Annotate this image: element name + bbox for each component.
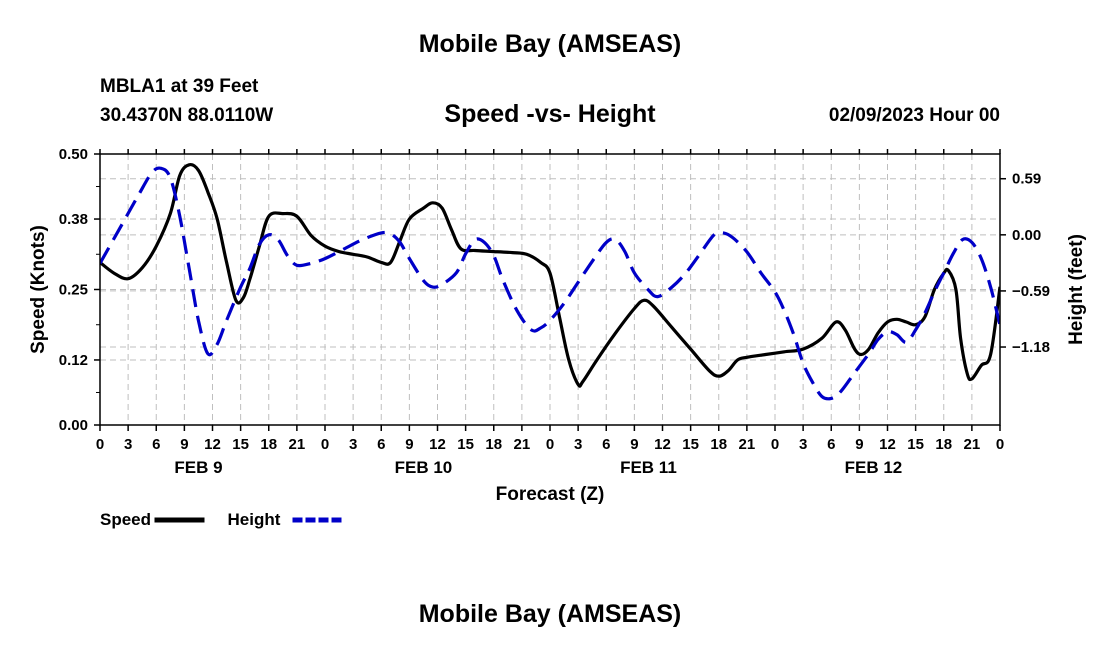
y-tick-label-left: 0.00	[59, 417, 88, 434]
x-tick-label: 6	[602, 436, 610, 453]
y-tick-label-right: −1.18	[1012, 339, 1050, 356]
day-label: FEB 11	[620, 458, 677, 477]
chart-title: Mobile Bay (AMSEAS)	[418, 30, 682, 58]
x-tick-label: 6	[377, 436, 385, 453]
x-tick-label: 15	[907, 436, 924, 453]
x-tick-label: 21	[514, 436, 531, 453]
x-tick-label: 18	[710, 436, 727, 453]
forecast-date: 02/09/2023 Hour 00	[828, 105, 1000, 126]
legend-label-speed: Speed	[100, 510, 151, 529]
legend: Speed Height	[100, 510, 343, 529]
plot-frame	[99, 153, 1001, 426]
x-tick-label: 0	[96, 436, 104, 453]
chart-subtitle: Speed -vs- Height	[444, 100, 656, 128]
y-tick-label-left: 0.38	[59, 211, 88, 228]
day-label: FEB 9	[174, 458, 222, 477]
y-tick-label-right: −0.59	[1012, 283, 1050, 300]
x-tick-label: 0	[771, 436, 779, 453]
x-tick-label: 3	[799, 436, 807, 453]
x-tick-label: 6	[827, 436, 835, 453]
x-tick-label: 12	[879, 436, 896, 453]
x-tick-label: 0	[321, 436, 329, 453]
x-tick-label: 9	[405, 436, 413, 453]
x-tick-label: 18	[260, 436, 277, 453]
y-tick-label-right: 0.59	[1012, 171, 1041, 188]
x-tick-label: 6	[152, 436, 160, 453]
x-tick-label: 3	[124, 436, 132, 453]
x-tick-label: 3	[349, 436, 357, 453]
x-tick-label: 21	[739, 436, 756, 453]
x-tick-label: 18	[485, 436, 502, 453]
x-tick-label: 12	[654, 436, 671, 453]
x-tick-label: 21	[289, 436, 306, 453]
footer-title: Mobile Bay (AMSEAS)	[418, 600, 682, 628]
x-tick-label: 15	[682, 436, 699, 453]
x-tick-label: 0	[996, 436, 1004, 453]
x-tick-label: 12	[204, 436, 221, 453]
x-axis-title: Forecast (Z)	[496, 484, 605, 505]
x-tick-label: 3	[574, 436, 582, 453]
series-line-speed	[100, 162, 1000, 388]
legend-label-height: Height	[228, 510, 281, 529]
x-tick-label: 0	[546, 436, 554, 453]
y-tick-label-left: 0.25	[59, 282, 88, 299]
series-line-height	[100, 166, 1000, 401]
y-tick-label-left: 0.12	[59, 352, 88, 369]
station-label: MBLA1 at 39 Feet	[100, 76, 259, 97]
left-axis-title: Speed (Knots)	[28, 225, 49, 354]
x-tick-label: 18	[935, 436, 952, 453]
x-tick-label: 9	[855, 436, 863, 453]
x-tick-label: 21	[964, 436, 981, 453]
series-layer	[100, 162, 1000, 401]
y-tick-label-left: 0.50	[59, 146, 88, 163]
axes: 0 3 6 9 12 15 18 21 0 3 6 9 12 15 18 21 0 3 6 9 12 15 18 21 0 3 6 9…	[28, 146, 1087, 505]
x-tick-label: 12	[429, 436, 446, 453]
day-label: FEB 10	[395, 458, 453, 477]
x-tick-label: 9	[630, 436, 638, 453]
y-tick-label-right: 0.00	[1012, 227, 1041, 244]
x-tick-label: 15	[457, 436, 474, 453]
coordinates-label: 30.4370N 88.0110W	[100, 105, 274, 126]
x-tick-label: 9	[180, 436, 188, 453]
right-axis-title: Height (feet)	[1066, 234, 1087, 345]
day-label: FEB 12	[845, 458, 903, 477]
grid-lines	[99, 154, 1001, 425]
x-tick-label: 15	[232, 436, 249, 453]
